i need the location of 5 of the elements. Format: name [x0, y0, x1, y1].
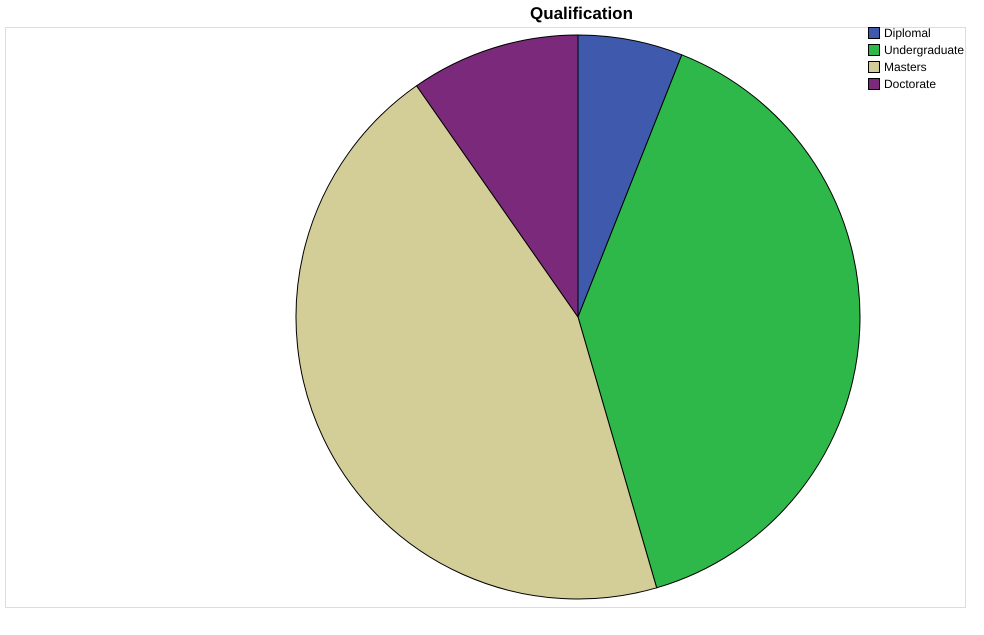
legend-label: Doctorate: [884, 77, 936, 91]
legend-label: Undergraduate: [884, 43, 964, 57]
chart-title: Qualification: [530, 4, 633, 23]
legend-label: Diplomal: [884, 26, 931, 40]
legend-label: Masters: [884, 60, 927, 74]
